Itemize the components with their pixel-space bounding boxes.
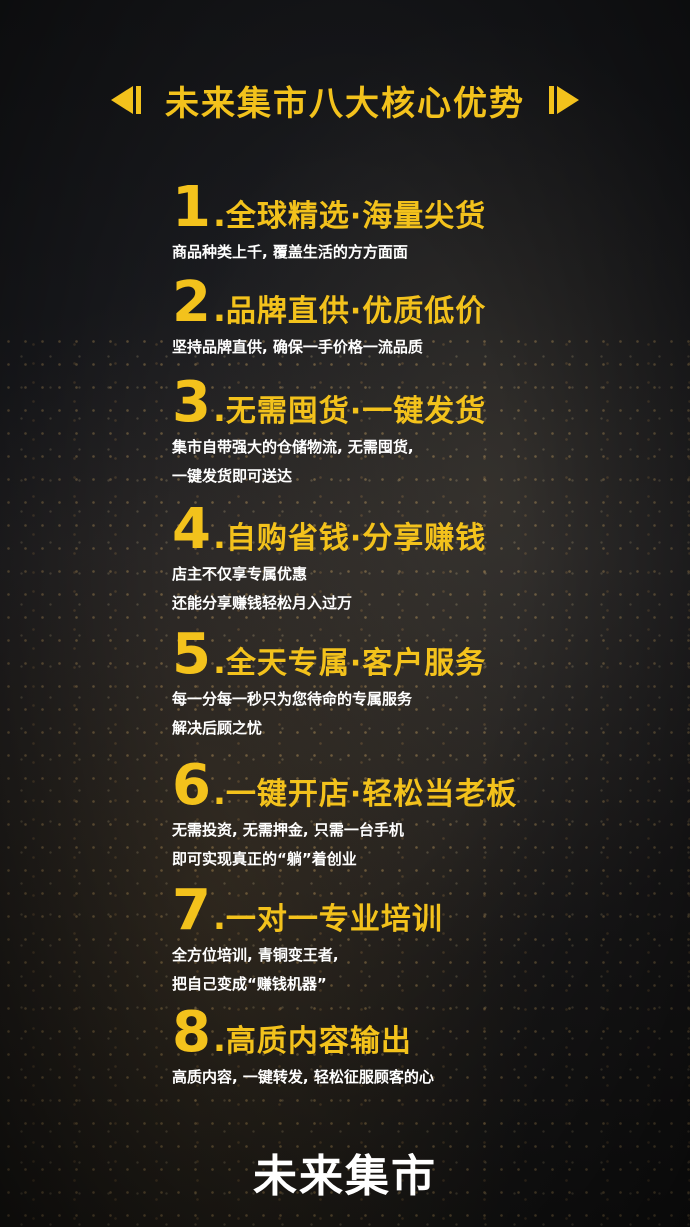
advantage-number: 7 (172, 878, 211, 943)
advantage-title: 2. 品牌直供·优质低价 (172, 275, 672, 331)
advantage-number: 3 (172, 370, 211, 435)
advantage-heading: 一对一专业培训 (225, 902, 443, 937)
advantage-number: 6 (172, 753, 211, 818)
advantage-description: 集市自带强大的仓储物流, 无需囤货, 一键发货即可送达 (172, 433, 672, 491)
advantage-title: 7. 一对一专业培训 (172, 883, 672, 939)
left-arrow-icon (111, 86, 141, 114)
description-line: 解决后顾之忧 (172, 719, 263, 737)
advantage-heading: 一键开店·轻松当老板 (225, 777, 518, 812)
advantage-dot: . (212, 898, 226, 938)
advantage-dot: . (212, 642, 226, 682)
advantage-dot: . (212, 517, 226, 557)
description-line: 高质内容, 一键转发, 轻松征服顾客的心 (172, 1068, 434, 1086)
advantage-number: 8 (172, 1000, 211, 1065)
brand-logo: 未来集市 (253, 1151, 437, 1202)
advantage-description: 店主不仅享专属优惠 还能分享赚钱轻松月入过万 (172, 560, 672, 618)
advantage-item-3: 3. 无需囤货·一键发货 集市自带强大的仓储物流, 无需囤货, 一键发货即可送达 (172, 375, 672, 491)
advantage-title: 5. 全天专属·客户服务 (172, 627, 672, 683)
advantage-heading: 无需囤货·一键发货 (225, 394, 487, 429)
advantage-description: 无需投资, 无需押金, 只需一台手机 即可实现真正的“躺”着创业 (172, 816, 672, 874)
advantage-title: 3. 无需囤货·一键发货 (172, 375, 672, 431)
description-line: 无需投资, 无需押金, 只需一台手机 (172, 821, 404, 839)
right-arrow-icon (549, 86, 579, 114)
advantage-number: 5 (172, 622, 211, 687)
advantage-heading: 品牌直供·优质低价 (225, 294, 487, 329)
advantage-dot: . (212, 1020, 226, 1060)
description-line: 即可实现真正的“躺”着创业 (172, 850, 357, 868)
header: 未来集市八大核心优势 (0, 78, 690, 124)
advantage-heading: 全天专属·客户服务 (225, 646, 487, 681)
advantage-dot: . (212, 773, 226, 813)
advantage-item-4: 4. 自购省钱·分享赚钱 店主不仅享专属优惠 还能分享赚钱轻松月入过万 (172, 502, 672, 618)
description-line: 店主不仅享专属优惠 (172, 565, 308, 583)
advantage-description: 高质内容, 一键转发, 轻松征服顾客的心 (172, 1063, 672, 1092)
advantage-dot: . (212, 195, 226, 235)
description-line: 每一分每一秒只为您待命的专属服务 (172, 690, 413, 708)
advantage-item-2: 2. 品牌直供·优质低价 坚持品牌直供, 确保一手价格一流品质 (172, 275, 672, 362)
advantage-description: 每一分每一秒只为您待命的专属服务 解决后顾之忧 (172, 685, 672, 743)
advantage-item-1: 1. 全球精选·海量尖货 商品种类上千, 覆盖生活的方方面面 (172, 180, 672, 267)
description-line: 商品种类上千, 覆盖生活的方方面面 (172, 243, 408, 261)
advantage-number: 2 (172, 270, 211, 335)
advantage-heading: 全球精选·海量尖货 (225, 199, 487, 234)
advantage-item-7: 7. 一对一专业培训 全方位培训, 青铜变王者, 把自己变成“赚钱机器” (172, 883, 672, 999)
description-line: 全方位培训, 青铜变王者, (172, 946, 339, 964)
description-line: 还能分享赚钱轻松月入过万 (172, 594, 353, 612)
advantage-item-5: 5. 全天专属·客户服务 每一分每一秒只为您待命的专属服务 解决后顾之忧 (172, 627, 672, 743)
advantage-description: 商品种类上千, 覆盖生活的方方面面 (172, 238, 672, 267)
advantage-heading: 高质内容输出 (225, 1024, 412, 1059)
advantage-description: 坚持品牌直供, 确保一手价格一流品质 (172, 333, 672, 362)
advantage-item-8: 8. 高质内容输出 高质内容, 一键转发, 轻松征服顾客的心 (172, 1005, 672, 1092)
advantage-title: 1. 全球精选·海量尖货 (172, 180, 672, 236)
advantage-dot: . (212, 290, 226, 330)
advantage-item-6: 6. 一键开店·轻松当老板 无需投资, 无需押金, 只需一台手机 即可实现真正的“… (172, 758, 672, 874)
description-line: 坚持品牌直供, 确保一手价格一流品质 (172, 338, 423, 356)
description-line: 一键发货即可送达 (172, 467, 293, 485)
advantage-title: 8. 高质内容输出 (172, 1005, 672, 1061)
advantage-number: 1 (172, 175, 211, 240)
description-line: 集市自带强大的仓储物流, 无需囤货, (172, 438, 414, 456)
page-title: 未来集市八大核心优势 (165, 83, 525, 124)
advantage-dot: . (212, 390, 226, 430)
advantage-description: 全方位培训, 青铜变王者, 把自己变成“赚钱机器” (172, 941, 672, 999)
advantage-title: 6. 一键开店·轻松当老板 (172, 758, 672, 814)
description-line: 把自己变成“赚钱机器” (172, 975, 327, 993)
advantage-number: 4 (172, 497, 211, 562)
advantage-heading: 自购省钱·分享赚钱 (225, 521, 487, 556)
advantage-title: 4. 自购省钱·分享赚钱 (172, 502, 672, 558)
